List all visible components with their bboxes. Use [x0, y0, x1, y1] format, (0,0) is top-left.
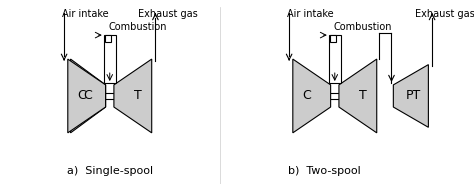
Text: C: C: [303, 89, 311, 102]
Text: Exhaust gas: Exhaust gas: [138, 9, 198, 19]
Text: a)  Single-spool: a) Single-spool: [67, 166, 153, 176]
Polygon shape: [68, 59, 106, 133]
Polygon shape: [114, 59, 152, 133]
Text: PT: PT: [406, 89, 421, 102]
Text: Combustion: Combustion: [333, 22, 392, 32]
Text: C: C: [84, 89, 92, 102]
Text: Air intake: Air intake: [62, 9, 109, 19]
Text: C: C: [78, 89, 86, 102]
Bar: [105, 35, 111, 42]
Bar: [330, 35, 336, 42]
Text: Combustion: Combustion: [109, 22, 167, 32]
Polygon shape: [293, 59, 331, 133]
Polygon shape: [339, 59, 377, 133]
Text: T: T: [358, 89, 366, 102]
Bar: [329, 35, 341, 83]
Bar: [104, 35, 116, 83]
Polygon shape: [71, 59, 106, 133]
Text: Air intake: Air intake: [287, 9, 334, 19]
Text: Exhaust gas: Exhaust gas: [415, 9, 474, 19]
Polygon shape: [393, 65, 428, 127]
Text: T: T: [134, 89, 141, 102]
Text: b)  Two-spool: b) Two-spool: [288, 166, 361, 176]
